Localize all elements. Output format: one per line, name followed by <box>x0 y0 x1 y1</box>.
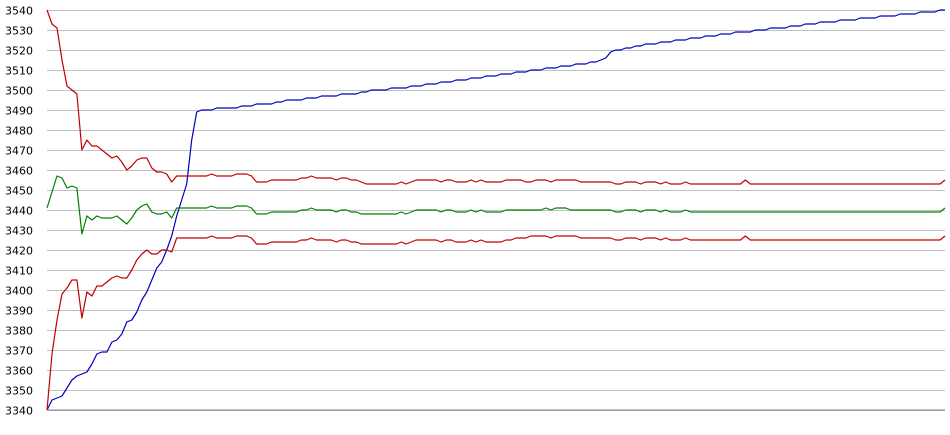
y-tick-label: 3500 <box>5 85 33 98</box>
y-tick-label: 3510 <box>5 65 33 78</box>
series-line-4 <box>46 235 946 411</box>
y-tick-label: 3380 <box>5 325 33 338</box>
series-line-3 <box>46 175 946 235</box>
series-line-1 <box>46 9 945 411</box>
y-tick-labels: 3540 3530 3520 3510 3500 3490 3480 3470 3460 3450… <box>5 5 33 418</box>
y-tick-label: 3420 <box>5 245 33 258</box>
y-tick-label: 3340 <box>5 405 33 418</box>
y-tick-label: 3520 <box>5 45 33 58</box>
y-tick-label: 3360 <box>5 365 33 378</box>
y-tick-label: 3450 <box>5 185 33 198</box>
series-line-2 <box>46 9 946 185</box>
y-tick-label: 3350 <box>5 385 33 398</box>
y-tick-label: 3430 <box>5 225 33 238</box>
grid-lines <box>47 10 945 411</box>
y-tick-label: 3390 <box>5 305 33 318</box>
y-tick-label: 3400 <box>5 285 33 298</box>
y-tick-label: 3530 <box>5 25 33 38</box>
y-tick-label: 3480 <box>5 125 33 138</box>
series-lines <box>46 9 946 411</box>
y-tick-label: 3440 <box>5 205 33 218</box>
y-tick-label: 3460 <box>5 165 33 178</box>
y-tick-label: 3540 <box>5 5 33 18</box>
y-tick-label: 3470 <box>5 145 33 158</box>
y-tick-label: 3410 <box>5 265 33 278</box>
y-tick-label: 3490 <box>5 105 33 118</box>
y-tick-label: 3370 <box>5 345 33 358</box>
